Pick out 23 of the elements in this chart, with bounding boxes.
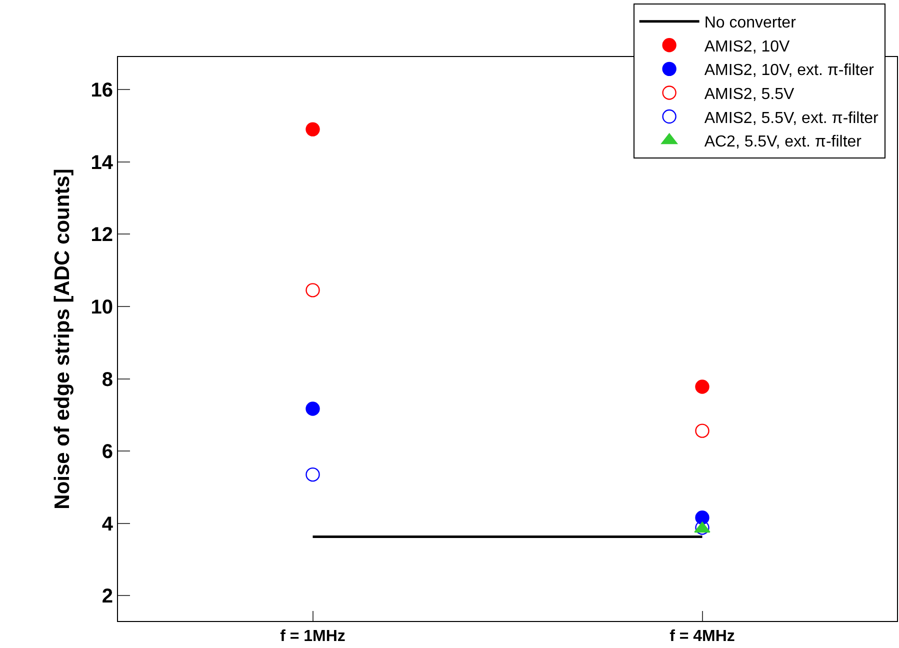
legend-label: AMIS2, 5.5V, ext. π-filter xyxy=(704,110,880,127)
x-tick-label: f = 4MHz xyxy=(670,628,735,646)
legend-label: AC2, 5.5V, ext. π-filter xyxy=(704,134,862,151)
legend-label: No converter xyxy=(704,14,797,32)
point xyxy=(695,424,710,438)
legend-label: AMIS2, 10V, ext. π-filter xyxy=(704,62,875,80)
y-tick-label: 8 xyxy=(102,368,113,391)
y-tick-label: 10 xyxy=(90,296,113,318)
point xyxy=(306,467,320,482)
y-tick-label: 2 xyxy=(102,586,113,608)
point xyxy=(306,122,320,136)
legend-label: AMIS2, 5.5V xyxy=(704,86,794,103)
point xyxy=(306,402,320,416)
point xyxy=(306,283,320,298)
legend-label: AMIS2, 10V xyxy=(704,38,790,56)
y-tick-label: 12 xyxy=(90,224,113,246)
y-tick-label: 14 xyxy=(90,152,114,174)
y-axis-title: Noise of edge strips [ADC counts] xyxy=(50,168,74,510)
x-tick-label: f = 1MHz xyxy=(280,628,346,646)
y-tick-label: 4 xyxy=(102,513,114,536)
y-tick-label: 16 xyxy=(90,80,113,102)
point xyxy=(695,380,710,394)
y-tick-label: 6 xyxy=(102,441,113,464)
